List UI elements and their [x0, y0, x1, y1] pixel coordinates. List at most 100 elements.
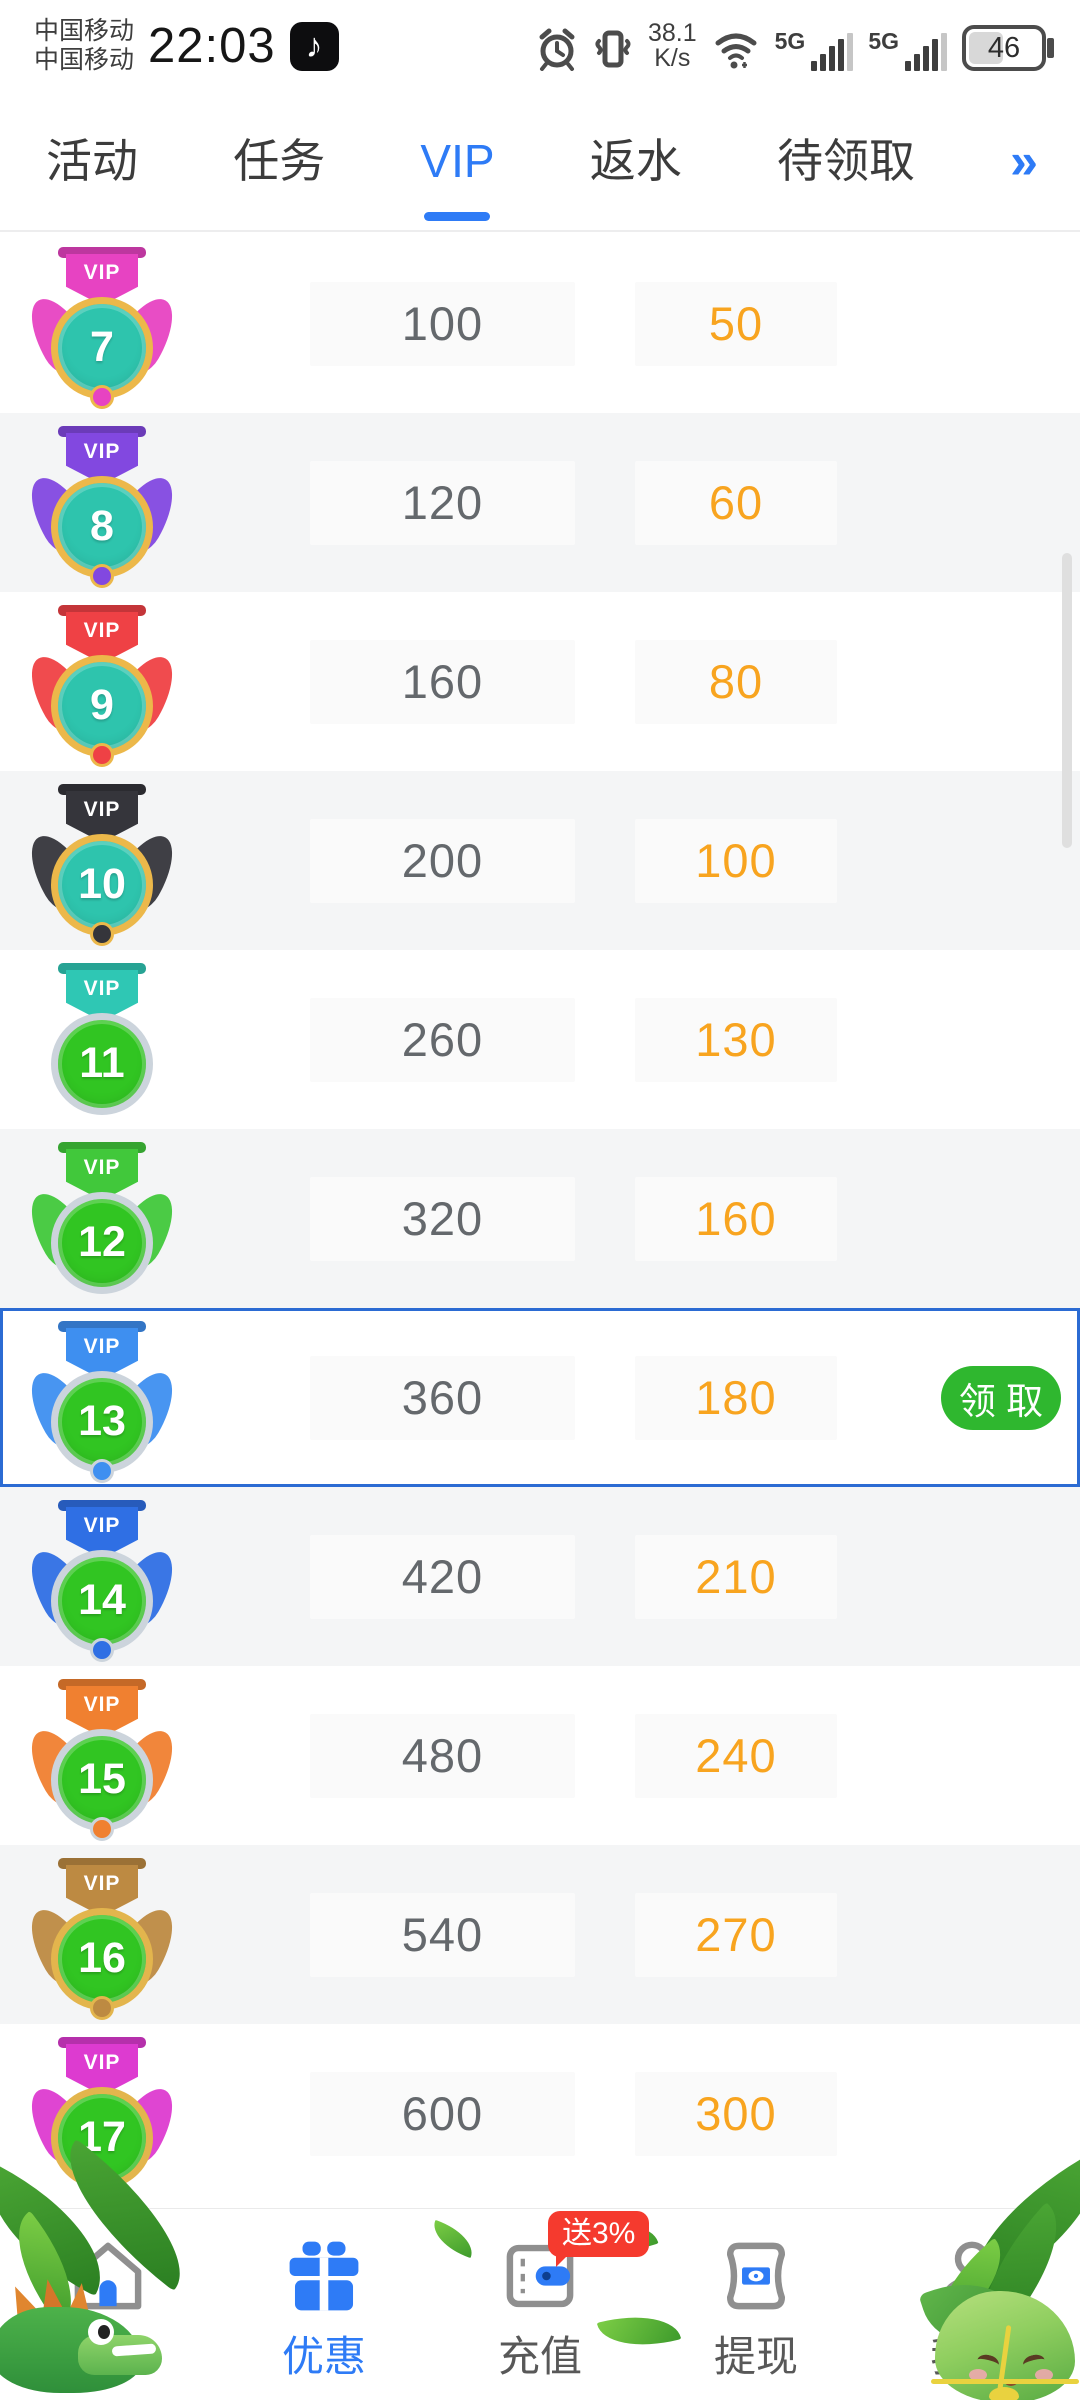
badge-level-number: 16 — [51, 1907, 153, 2010]
table-row[interactable]: VIP 8 120 60 — [0, 413, 1080, 592]
vip-badge: VIP 15 — [18, 1678, 186, 1841]
nav-label-mine: 我的 — [929, 2333, 1014, 2380]
badge-gem — [90, 563, 114, 588]
signal-bars-icon-2: 5G — [868, 28, 947, 71]
requirement-cell: 120 — [310, 460, 575, 545]
requirement-value: 120 — [401, 476, 484, 529]
bonus-cell: 210 — [635, 1534, 837, 1619]
badge-level-number: 9 — [51, 654, 153, 757]
badge-level-number: 15 — [51, 1728, 153, 1831]
tab-activities[interactable]: 活动 — [46, 135, 138, 187]
requirement-cell: 360 — [310, 1355, 575, 1440]
requirement-cell: 480 — [310, 1713, 575, 1798]
nav-label-home: 首页 — [65, 2333, 150, 2380]
requirement-value: 420 — [401, 1550, 484, 1603]
tab-tasks[interactable]: 任务 — [233, 135, 326, 187]
bonus-cell: 100 — [635, 818, 837, 903]
badge-hanger — [58, 1499, 146, 1511]
bonus-cell: 80 — [635, 639, 837, 724]
vip-badge: VIP 7 — [18, 246, 186, 409]
tab-bar: 活动 任务 VIP 返水 待领取 » — [0, 92, 1080, 232]
badge-level-number: 17 — [51, 2086, 153, 2189]
nav-item-mine[interactable]: 我的 — [864, 2209, 1080, 2400]
requirement-value: 600 — [401, 2087, 484, 2140]
badge-gem — [90, 742, 114, 767]
table-row[interactable]: VIP 17 600 300 — [0, 2024, 1080, 2203]
status-bar: 中国移动 中国移动 22:03 ♪ 38.1 K/s 5G — [0, 0, 1080, 92]
bonus-value: 270 — [695, 1908, 777, 1961]
withdraw-icon — [713, 2235, 799, 2317]
bonus-value: 300 — [695, 2087, 777, 2140]
badge-hanger — [58, 2036, 146, 2048]
nav-item-promotions[interactable]: 优惠 — [216, 2209, 432, 2400]
badge-level-number: 11 — [51, 1012, 153, 1115]
badge-gem — [90, 1637, 114, 1662]
table-row[interactable]: VIP 11 260 130 — [0, 950, 1080, 1129]
requirement-cell: 320 — [310, 1176, 575, 1261]
gift-icon — [281, 2235, 367, 2317]
bonus-cell: 160 — [635, 1176, 837, 1261]
badge-hanger — [58, 604, 146, 616]
status-time: 22:03 — [148, 19, 276, 73]
requirement-value: 480 — [401, 1729, 484, 1782]
vip-badge: VIP 11 — [40, 962, 164, 1117]
wallet-icon — [497, 2235, 583, 2317]
bonus-value: 80 — [708, 655, 764, 708]
badge-level-number: 8 — [51, 475, 153, 578]
bonus-value: 210 — [695, 1550, 777, 1603]
chevron-right-icon[interactable]: » — [1010, 133, 1038, 189]
badge-hanger — [58, 1141, 146, 1153]
table-row[interactable]: VIP 12 320 160 — [0, 1129, 1080, 1308]
bonus-cell: 50 — [635, 281, 837, 366]
claim-button[interactable]: 领 取 — [941, 1365, 1061, 1430]
badge-gem — [90, 1458, 114, 1483]
home-icon — [65, 2235, 151, 2317]
table-row[interactable]: VIP 15 480 240 — [0, 1666, 1080, 1845]
tab-rebate[interactable]: 返水 — [589, 135, 682, 187]
network-speed: 38.1 K/s — [647, 19, 697, 72]
badge-gem — [90, 2174, 114, 2199]
tab-pending[interactable]: 待领取 — [776, 135, 915, 187]
vip-badge: VIP 13 — [18, 1320, 186, 1483]
vip-badge: VIP 9 — [18, 604, 186, 767]
requirement-cell: 100 — [310, 281, 575, 366]
bottom-nav: 首页 优惠 送3% 充值 提现 我的 — [0, 2139, 1080, 2400]
bonus-cell: 60 — [635, 460, 837, 545]
requirement-cell: 260 — [310, 997, 575, 1082]
requirement-cell: 160 — [310, 639, 575, 724]
badge-hanger — [58, 1857, 146, 1869]
requirement-value: 100 — [401, 297, 484, 350]
table-row[interactable]: VIP 10 200 100 — [0, 771, 1080, 950]
nav-item-withdraw[interactable]: 提现 — [648, 2209, 864, 2400]
bonus-value: 240 — [695, 1729, 777, 1782]
badge-level-number: 10 — [51, 833, 153, 936]
requirement-cell: 600 — [310, 2071, 575, 2156]
vip-badge: VIP 17 — [18, 2036, 186, 2199]
vip-badge: VIP 10 — [18, 783, 186, 946]
bonus-value: 130 — [695, 1013, 777, 1066]
requirement-value: 360 — [401, 1371, 484, 1424]
bonus-cell: 300 — [635, 2071, 837, 2156]
nav-item-home[interactable]: 首页 — [0, 2209, 216, 2400]
recharge-promo-badge: 送3% — [548, 2211, 650, 2267]
nav-label-promotions: 优惠 — [281, 2333, 366, 2380]
badge-hanger — [58, 246, 146, 258]
table-row[interactable]: VIP 16 540 270 — [0, 1845, 1080, 2024]
alarm-icon — [536, 27, 578, 71]
bonus-cell: 130 — [635, 997, 837, 1082]
bonus-cell: 240 — [635, 1713, 837, 1798]
scrollbar-thumb[interactable] — [1062, 553, 1072, 848]
bonus-cell: 270 — [635, 1892, 837, 1977]
requirement-value: 320 — [401, 1192, 484, 1245]
table-row[interactable]: VIP 14 420 210 — [0, 1487, 1080, 1666]
badge-hanger — [58, 425, 146, 437]
table-row[interactable]: VIP 9 160 80 — [0, 592, 1080, 771]
vibrate-icon — [593, 27, 633, 71]
table-row[interactable]: VIP 13 360 180 领 取 — [0, 1308, 1080, 1487]
nav-item-recharge[interactable]: 送3% 充值 — [432, 2209, 650, 2400]
badge-gem — [90, 921, 114, 946]
table-row[interactable]: VIP 7 100 50 — [0, 234, 1080, 413]
tab-vip[interactable]: VIP — [420, 135, 495, 187]
vip-badge: VIP 14 — [18, 1499, 186, 1662]
vip-badge: VIP 16 — [18, 1857, 186, 2020]
